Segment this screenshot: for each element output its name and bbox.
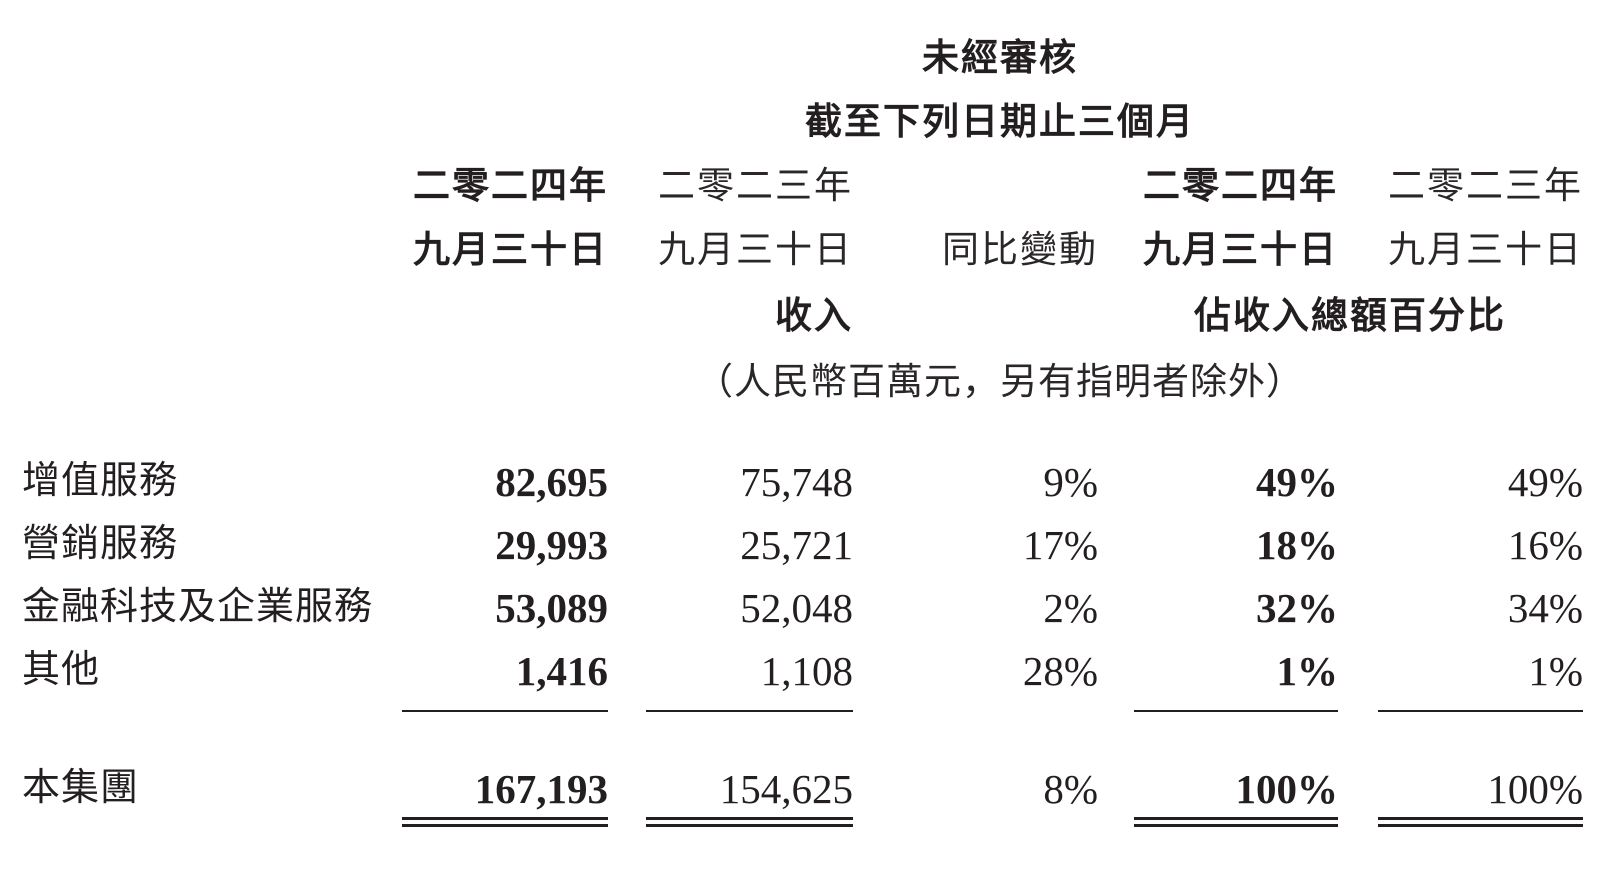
subtotal-rule-col2 bbox=[646, 710, 853, 712]
row-others-yoy: 28% bbox=[1022, 648, 1098, 694]
row-vas-pct-2023: 49% bbox=[1507, 459, 1583, 505]
row-fintech-pct-2023: 34% bbox=[1507, 585, 1583, 631]
row-label-fintech: 金融科技及企業服務 bbox=[22, 584, 374, 628]
total-label: 本集團 bbox=[22, 765, 140, 809]
row-fintech-2023: 52,048 bbox=[740, 585, 853, 631]
col5-year: 二零二三年 bbox=[1388, 164, 1583, 207]
row-others-pct-2023: 1% bbox=[1528, 648, 1583, 694]
unit-note: （人民幣百萬元，另有指明者除外） bbox=[696, 360, 1304, 403]
col5-date: 九月三十日 bbox=[1388, 228, 1583, 271]
row-label-marketing: 營銷服務 bbox=[22, 521, 179, 565]
total-double-rule-col2 bbox=[646, 817, 853, 827]
col4-year: 二零二四年 bbox=[1143, 164, 1338, 207]
subtotal-rule-col1 bbox=[402, 710, 608, 712]
total-pct-2024: 100% bbox=[1235, 766, 1339, 812]
total-pct-2023: 100% bbox=[1487, 766, 1583, 812]
row-label-vas: 增值服務 bbox=[22, 458, 179, 502]
total-2023: 154,625 bbox=[719, 766, 853, 812]
row-vas-pct-2024: 49% bbox=[1256, 459, 1338, 505]
section-revenue: 收入 bbox=[775, 294, 853, 337]
row-vas-2024: 82,695 bbox=[495, 459, 608, 505]
total-2024: 167,193 bbox=[474, 766, 608, 812]
total-yoy: 8% bbox=[1043, 766, 1098, 812]
header-period: 截至下列日期止三個月 bbox=[805, 100, 1195, 143]
total-double-rule-col4 bbox=[1134, 817, 1338, 827]
section-percent-of-total: 佔收入總額百分比 bbox=[1194, 294, 1506, 337]
row-fintech-pct-2024: 32% bbox=[1256, 585, 1338, 631]
row-others-pct-2024: 1% bbox=[1276, 648, 1339, 694]
row-marketing-yoy: 17% bbox=[1022, 522, 1098, 568]
col2-date: 九月三十日 bbox=[658, 228, 853, 271]
row-label-others: 其他 bbox=[22, 647, 101, 691]
row-vas-yoy: 9% bbox=[1043, 459, 1098, 505]
row-marketing-2024: 29,993 bbox=[495, 522, 608, 568]
row-fintech-2024: 53,089 bbox=[495, 585, 608, 631]
col2-year: 二零二三年 bbox=[658, 164, 853, 207]
row-marketing-2023: 25,721 bbox=[740, 522, 853, 568]
col1-date: 九月三十日 bbox=[413, 228, 608, 271]
subtotal-rule-col4 bbox=[1134, 710, 1338, 712]
col1-year: 二零二四年 bbox=[413, 164, 608, 207]
row-fintech-yoy: 2% bbox=[1043, 585, 1098, 631]
header-unaudited: 未經審核 bbox=[922, 36, 1078, 79]
col3-yoy-header: 同比變動 bbox=[942, 228, 1098, 271]
total-double-rule-col5 bbox=[1378, 817, 1583, 827]
row-marketing-pct-2023: 16% bbox=[1507, 522, 1583, 568]
row-marketing-pct-2024: 18% bbox=[1256, 522, 1338, 568]
total-double-rule-col1 bbox=[402, 817, 608, 827]
row-others-2024: 1,416 bbox=[515, 648, 608, 694]
row-others-2023: 1,108 bbox=[760, 648, 853, 694]
col4-date: 九月三十日 bbox=[1143, 228, 1338, 271]
subtotal-rule-col5 bbox=[1378, 710, 1583, 712]
row-vas-2023: 75,748 bbox=[740, 459, 853, 505]
